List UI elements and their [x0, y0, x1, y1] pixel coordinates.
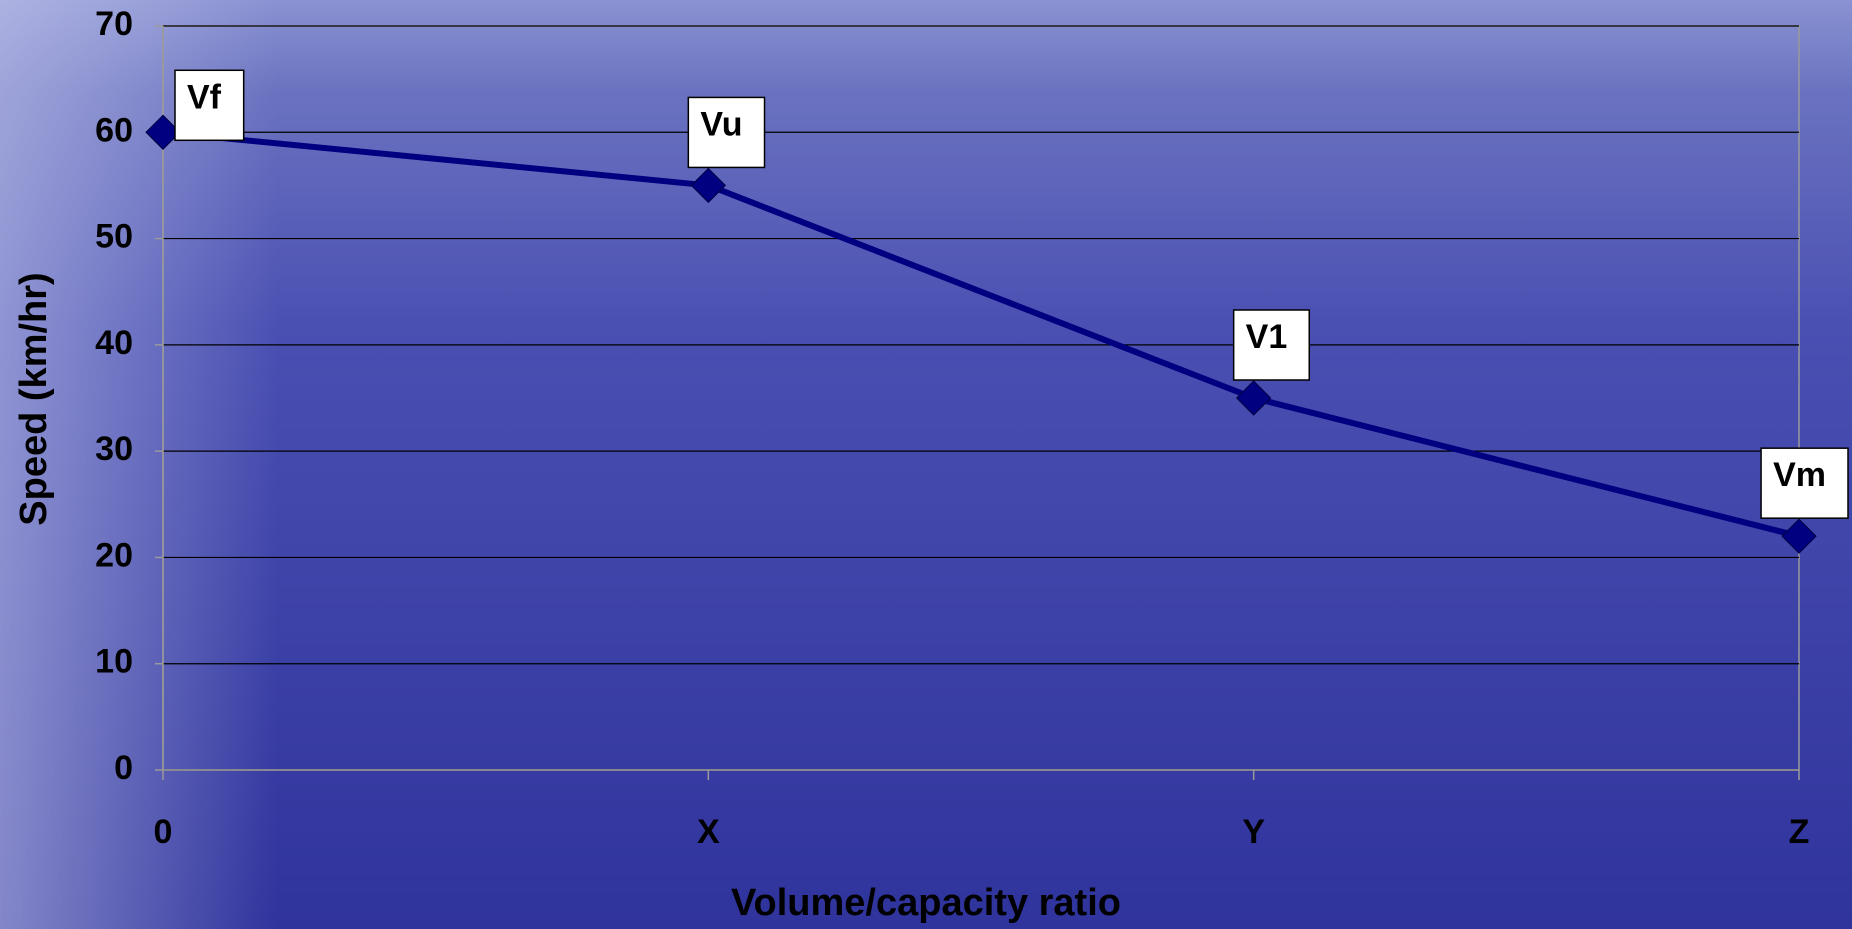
x-tick-label: X — [697, 813, 720, 851]
point-label: Vf — [187, 78, 222, 116]
x-tick-label: Y — [1242, 813, 1265, 851]
point-label: V1 — [1246, 318, 1288, 356]
y-tick-label: 50 — [95, 218, 133, 256]
y-tick-label: 40 — [95, 324, 133, 362]
x-tick-label: Z — [1789, 813, 1810, 851]
y-axis-title: Speed (km/hr) — [13, 272, 55, 525]
chart: Volume/capacity ratio Speed (km/hr) 0 10 2… — [0, 0, 1852, 929]
y-tick-label: 0 — [114, 749, 133, 787]
page: Volume/capacity ratio Speed (km/hr) 0 10 2… — [0, 0, 1852, 929]
point-label: Vm — [1773, 456, 1826, 494]
x-axis-title: Volume/capacity ratio — [731, 882, 1121, 924]
y-tick-label: 20 — [95, 536, 133, 574]
y-tick-label: 60 — [95, 111, 133, 149]
background-glow — [0, 0, 1852, 929]
y-tick-label: 30 — [95, 430, 133, 468]
point-label: Vu — [700, 105, 742, 143]
y-tick-label: 10 — [95, 643, 133, 681]
x-tick-label: 0 — [154, 813, 173, 851]
y-tick-label: 70 — [95, 5, 133, 43]
